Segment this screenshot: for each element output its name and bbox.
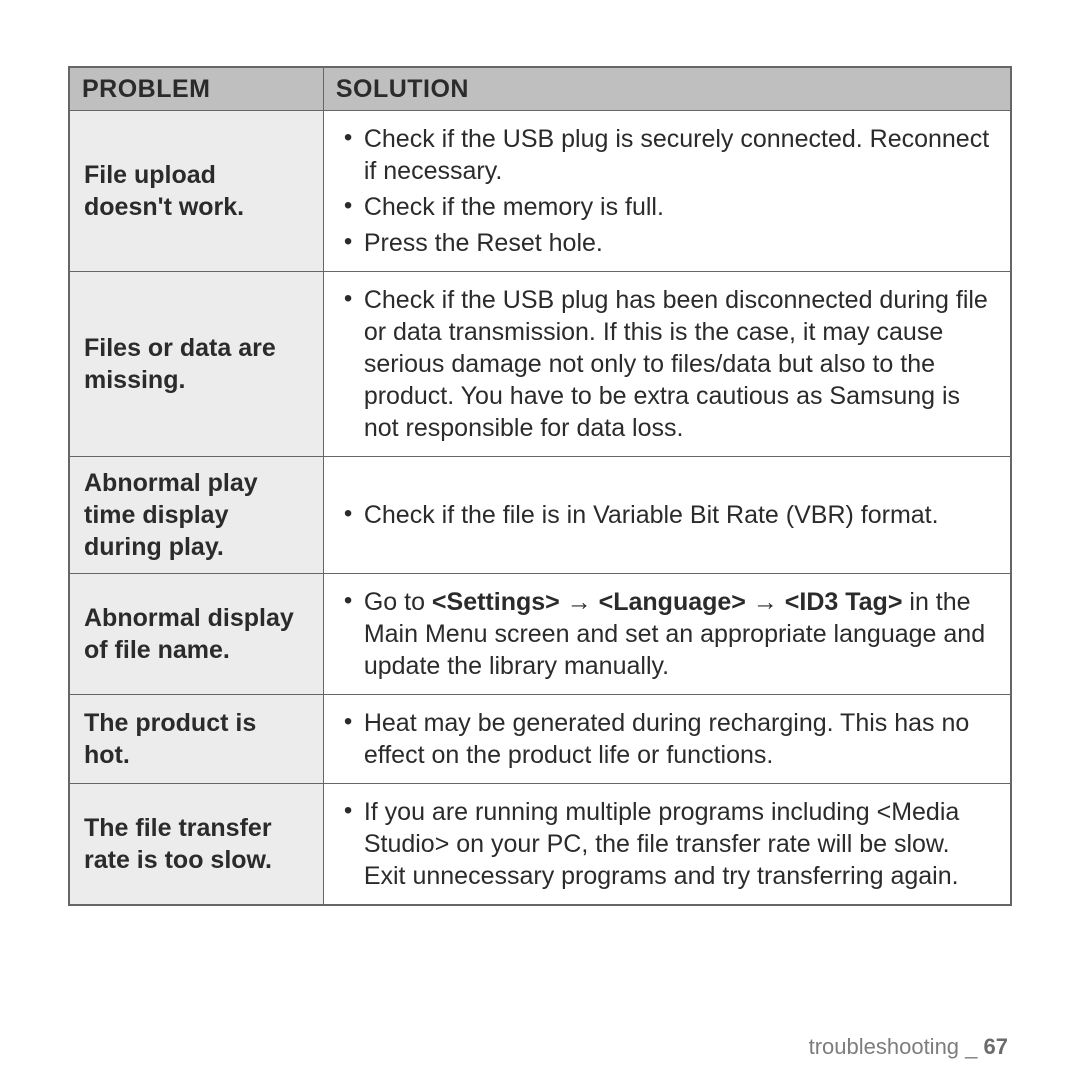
footer-section: troubleshooting: [809, 1034, 959, 1059]
solution-item: Check if the USB plug has been disconnec…: [338, 282, 996, 446]
solution-item: If you are running multiple programs inc…: [338, 794, 996, 894]
solution-item: Check if the USB plug is securely connec…: [338, 121, 996, 189]
problem-cell: The file transfer rate is too slow.: [69, 784, 323, 906]
table-row: The product is hot.Heat may be generated…: [69, 695, 1011, 784]
col-header-problem: Problem: [69, 67, 323, 111]
table-row: Abnormal display of file name.Go to <Set…: [69, 574, 1011, 695]
troubleshooting-table: Problem Solution File upload doesn't wor…: [68, 66, 1012, 906]
table-row: Abnormal play time display during play. C…: [69, 457, 1011, 574]
solution-cell: If you are running multiple programs inc…: [323, 784, 1011, 906]
solution-item: Check if the memory is full.: [338, 189, 996, 225]
table-row: The file transfer rate is too slow.If yo…: [69, 784, 1011, 906]
table-row: Files or data are missing.Check if the U…: [69, 272, 1011, 457]
solution-item: Check if the file is in Variable Bit Rat…: [338, 497, 996, 533]
solution-list: Heat may be generated during recharging.…: [338, 705, 996, 773]
solution-list: If you are running multiple programs inc…: [338, 794, 996, 894]
page-footer: troubleshooting _ 67: [809, 1034, 1008, 1060]
page-container: Problem Solution File upload doesn't wor…: [0, 0, 1080, 1080]
solution-list: Check if the USB plug is securely connec…: [338, 121, 996, 261]
solution-cell: Check if the USB plug has been disconnec…: [323, 272, 1011, 457]
footer-page-number: 67: [984, 1034, 1008, 1059]
solution-list: Check if the USB plug has been disconnec…: [338, 282, 996, 446]
solution-cell: Go to <Settings> → <Language> → <ID3 Tag…: [323, 574, 1011, 695]
solution-list: Go to <Settings> → <Language> → <ID3 Tag…: [338, 584, 996, 684]
problem-cell: The product is hot.: [69, 695, 323, 784]
solution-cell: Check if the USB plug is securely connec…: [323, 111, 1011, 272]
solution-item: Press the Reset hole.: [338, 225, 996, 261]
table-row: File upload doesn't work.Check if the US…: [69, 111, 1011, 272]
footer-sep: _: [959, 1034, 983, 1059]
solution-list: Check if the file is in Variable Bit Rat…: [338, 497, 996, 533]
solution-item: Heat may be generated during recharging.…: [338, 705, 996, 773]
solution-cell: Check if the file is in Variable Bit Rat…: [323, 457, 1011, 574]
problem-cell: Abnormal display of file name.: [69, 574, 323, 695]
table-body: File upload doesn't work.Check if the US…: [69, 111, 1011, 906]
problem-cell: File upload doesn't work.: [69, 111, 323, 272]
solution-item: Go to <Settings> → <Language> → <ID3 Tag…: [338, 584, 996, 684]
table-header-row: Problem Solution: [69, 67, 1011, 111]
solution-cell: Heat may be generated during recharging.…: [323, 695, 1011, 784]
col-header-solution: Solution: [323, 67, 1011, 111]
problem-cell: Abnormal play time display during play.: [69, 457, 323, 574]
problem-cell: Files or data are missing.: [69, 272, 323, 457]
